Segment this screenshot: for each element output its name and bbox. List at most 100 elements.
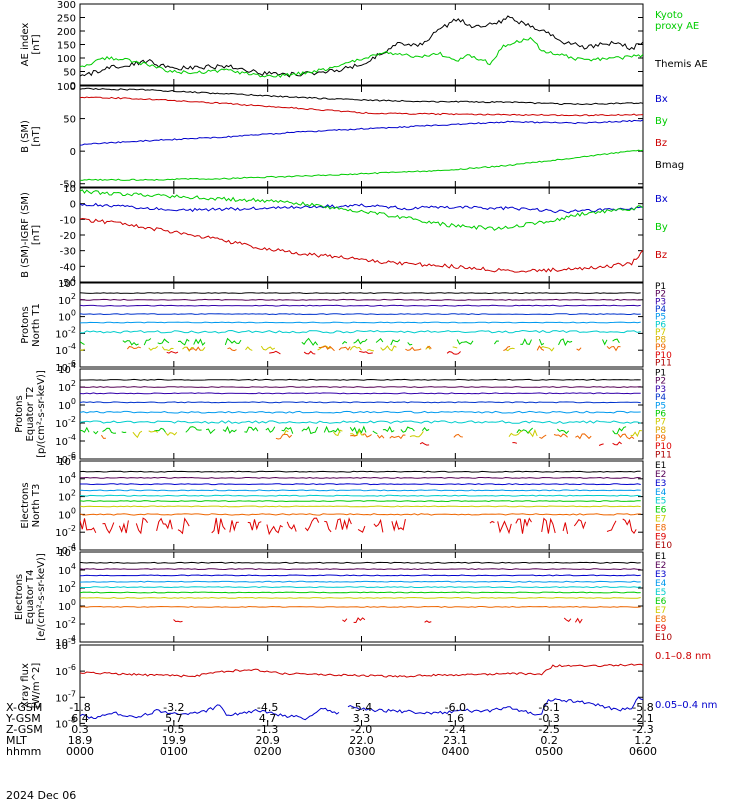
ephemeris-value: 0200 — [253, 745, 282, 758]
panel-frame — [79, 85, 644, 188]
y-tick-label: 104 — [58, 562, 76, 577]
series-line-p8 — [425, 345, 431, 350]
legend-entry: P2 — [655, 377, 666, 387]
legend-entry: E1 — [655, 552, 666, 562]
series-line-e8 — [80, 605, 641, 608]
legend-entry: P4 — [655, 393, 666, 403]
y-axis-label: Xray flux — [20, 663, 31, 708]
ephemeris-value: -2.5 — [538, 723, 560, 736]
series-line-p1 — [80, 378, 641, 381]
y-tick-label: 100 — [58, 397, 76, 412]
series-line-e1 — [80, 470, 641, 473]
series-line-p8 — [200, 346, 206, 351]
series-line-p7 — [456, 339, 474, 345]
legend-entry: P6 — [655, 409, 666, 419]
y-tick-label: 250 — [57, 14, 76, 25]
series-line-e9 — [229, 520, 239, 533]
ephemeris-value: 22.0 — [349, 734, 374, 747]
series-line-p6 — [80, 420, 641, 424]
legend-entry: E2 — [655, 470, 666, 480]
y-tick-label: 300 — [57, 0, 76, 11]
series-line-e2 — [80, 476, 641, 479]
series-line-p9 — [186, 346, 201, 352]
series-line-e9 — [135, 517, 149, 535]
series-line-p8 — [527, 428, 538, 438]
legend-entry: P7 — [655, 418, 666, 428]
panel-b_resid: -50 -40 -30 -20 -10 0 10 B (SM)-IGRF (SM) [nT] Bx… — [20, 184, 668, 289]
legend-entry: P10 — [655, 351, 672, 361]
series-line-themis-ae — [80, 15, 643, 78]
series-line-p7 — [349, 425, 367, 435]
series-line-e9 — [342, 618, 348, 623]
y-tick-label: 100 — [58, 598, 76, 613]
series-line-e9 — [80, 518, 97, 534]
y-axis-label: [W/m^2] — [31, 663, 42, 709]
y-axis-label: Electrons — [20, 482, 31, 528]
series-line-e9 — [102, 522, 115, 534]
y-tick-label: 50 — [63, 115, 76, 126]
legend-entry: E6 — [655, 506, 667, 516]
legend-entry: P9 — [655, 434, 666, 444]
panel-b_sm: -50 0 50 100 B (SM) [nT] Bx By Bz Bmag — [20, 82, 684, 191]
series-line-p8 — [508, 430, 523, 437]
series-line-p8 — [260, 345, 276, 351]
series-line-p2 — [80, 298, 641, 301]
orbit-ephemeris-footer: X-GSM -1.8 -3.2 -4.5 -5.4 -6.0 -6.1 -5.8 Y-GSM 6.… — [0, 702, 750, 801]
series-line-e9 — [353, 617, 366, 624]
ephemeris-row-x-gsm: X-GSM -1.8 -3.2 -4.5 -5.4 -6.0 -6.1 -5.8 — [0, 702, 750, 713]
ephemeris-value: -2.3 — [632, 723, 654, 736]
y-tick-label: 50 — [63, 68, 76, 79]
series-line-e9 — [573, 519, 587, 530]
series-line-p8 — [333, 429, 343, 437]
series-line-p7 — [177, 338, 190, 346]
series-line-bx — [80, 202, 643, 214]
series-line-p7 — [80, 426, 90, 433]
legend-entry: 0.05–0.4 nm — [655, 700, 717, 711]
legend-entry: P11 — [655, 450, 672, 460]
series-line-p10 — [359, 350, 373, 354]
ephemeris-value: 5.7 — [165, 712, 183, 725]
ephemeris-value: -1.3 — [256, 723, 279, 736]
panel-frame — [79, 551, 644, 643]
legend-entry: P5 — [655, 313, 666, 323]
ephemeris-value: 19.9 — [161, 734, 187, 747]
ephemeris-value: -2.4 — [444, 723, 467, 736]
y-tick-label: -20 — [60, 231, 76, 242]
legend-entry: Themis AE — [654, 59, 708, 70]
series-line-p1 — [80, 292, 641, 295]
series-group — [80, 663, 643, 721]
legend-entry: Bz — [655, 138, 667, 149]
y-axis-label: North T1 — [31, 303, 42, 347]
legend-entry: E10 — [655, 541, 672, 551]
series-group — [80, 378, 642, 446]
ephemeris-row-label: Y-GSM — [6, 712, 41, 725]
series-line-e9 — [357, 525, 366, 533]
series-line-p9 — [575, 433, 592, 440]
y-axis-label: [nT] — [31, 34, 42, 54]
ephemeris-value: 0400 — [441, 745, 470, 758]
y-tick-label: 100 — [57, 82, 76, 93]
y-tick-label: 10-2 — [55, 415, 76, 430]
series-line-p8 — [505, 347, 515, 352]
series-line-e5 — [80, 586, 641, 589]
series-line-e9 — [563, 617, 572, 622]
legend-entry: E3 — [655, 479, 666, 489]
legend-entry: P10 — [655, 442, 672, 452]
y-tick-label: -40 — [60, 262, 76, 273]
series-line-p5 — [80, 410, 641, 414]
series-line-e5 — [80, 494, 641, 497]
series-line-e9 — [424, 620, 432, 623]
series-line-p8 — [452, 346, 458, 349]
y-axis-label: [nT] — [31, 126, 42, 146]
ephemeris-value: 0.3 — [71, 723, 89, 736]
ephemeris-value: 23.1 — [443, 734, 468, 747]
legend-entry: Bz — [655, 250, 667, 261]
series-line-e9 — [247, 519, 262, 531]
series-line-p7 — [372, 430, 378, 435]
y-axis-label: [nT] — [31, 225, 42, 245]
legend-entry: E4 — [655, 579, 667, 589]
